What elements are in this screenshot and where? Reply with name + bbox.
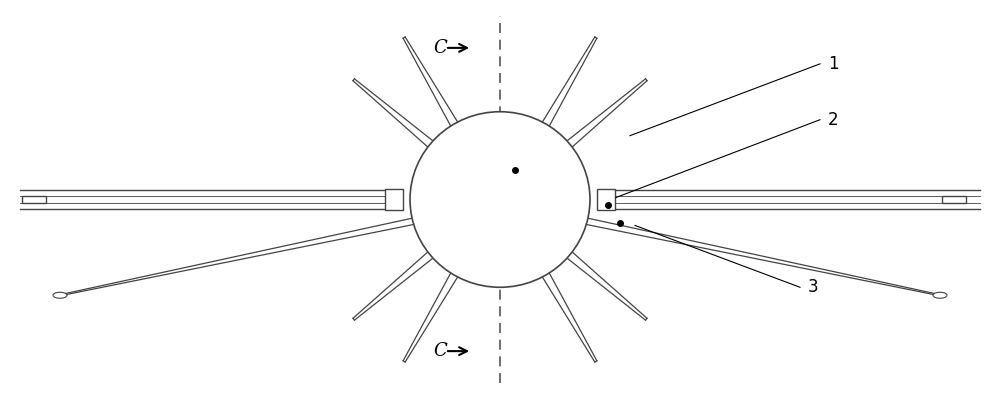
Ellipse shape	[53, 292, 67, 298]
Text: 1: 1	[828, 55, 839, 73]
Text: C: C	[433, 342, 447, 360]
Text: 2: 2	[828, 111, 839, 129]
Text: 3: 3	[808, 278, 819, 296]
Bar	[597, 189, 615, 211]
Bar	[942, 196, 966, 203]
Ellipse shape	[933, 292, 947, 298]
Text: C: C	[433, 39, 447, 57]
Ellipse shape	[410, 112, 590, 287]
Bar	[22, 196, 46, 203]
Bar	[385, 189, 403, 211]
